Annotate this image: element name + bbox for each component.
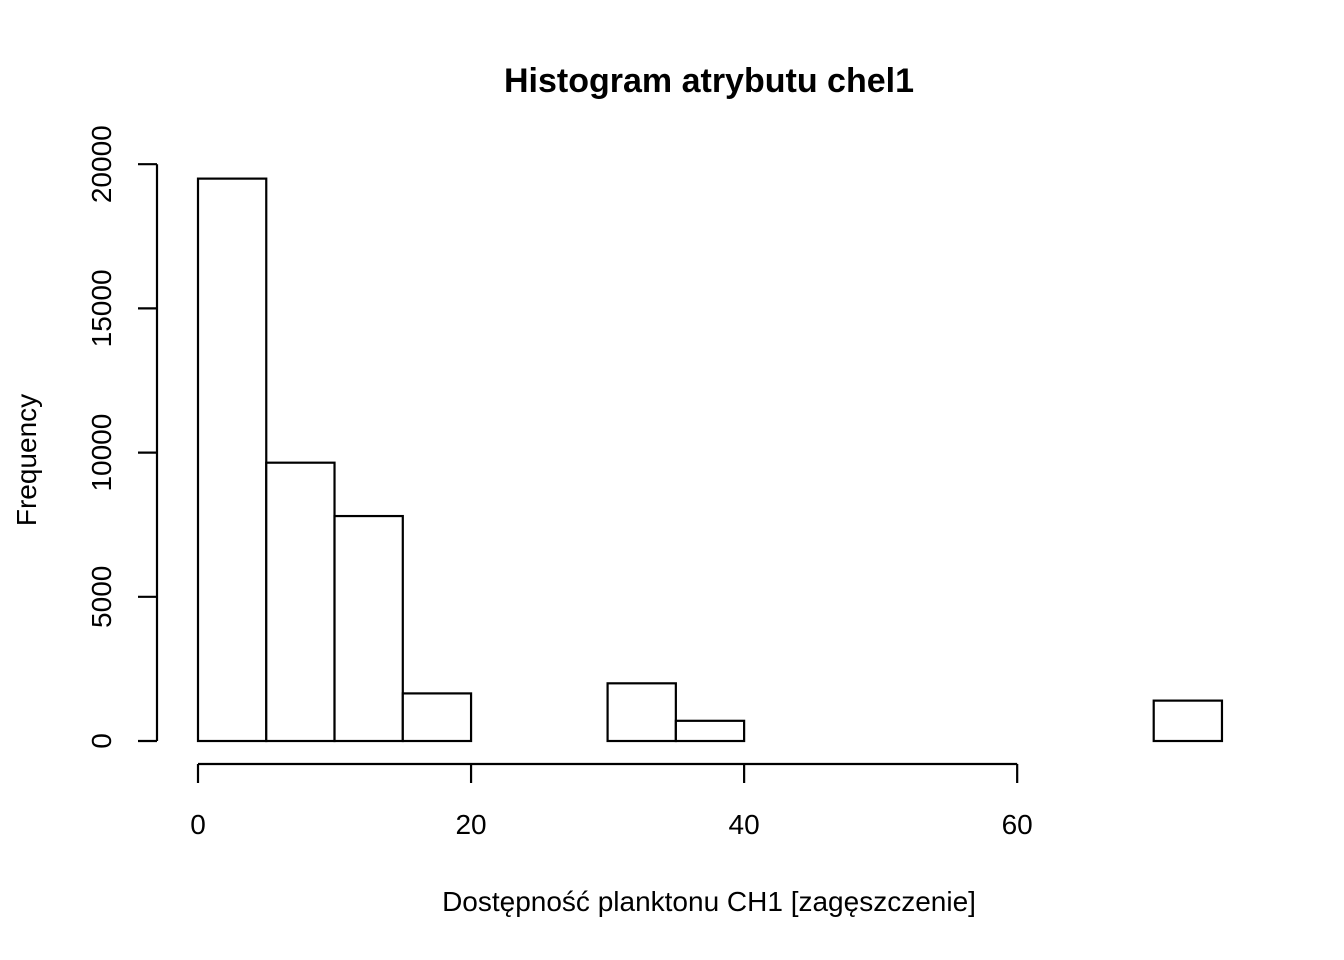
y-tick-label-4: 20000 — [86, 125, 117, 203]
histogram-bar-3 — [401, 692, 473, 743]
histogram-bar-0 — [196, 177, 268, 743]
x-tick-label-1: 20 — [455, 809, 486, 840]
bars-group — [196, 177, 1224, 743]
x-tick-label-0: 0 — [190, 809, 206, 840]
histogram-bar-1 — [265, 461, 336, 743]
histogram-bar-14 — [1152, 699, 1224, 743]
x-tick-label-2: 40 — [729, 809, 760, 840]
x-axis: 0 20 40 60 — [190, 762, 1033, 840]
y-tick-label-0: 0 — [86, 733, 117, 749]
chart-title: Histogram atrybutu chel1 — [504, 62, 914, 100]
histogram-bar-7 — [674, 719, 746, 743]
y-tick-label-2: 10000 — [86, 414, 117, 492]
y-axis-label: Frequency — [11, 394, 42, 526]
y-tick-label-1: 5000 — [86, 566, 117, 628]
histogram-bar-6 — [606, 682, 677, 743]
y-tick-label-3: 15000 — [86, 269, 117, 347]
histogram-bar-2 — [333, 514, 404, 743]
y-axis: 0 5000 10000 15000 20000 — [86, 125, 159, 749]
x-axis-label: Dostępność planktonu CH1 [zagęszczenie] — [442, 886, 976, 917]
x-tick-label-3: 60 — [1002, 809, 1033, 840]
